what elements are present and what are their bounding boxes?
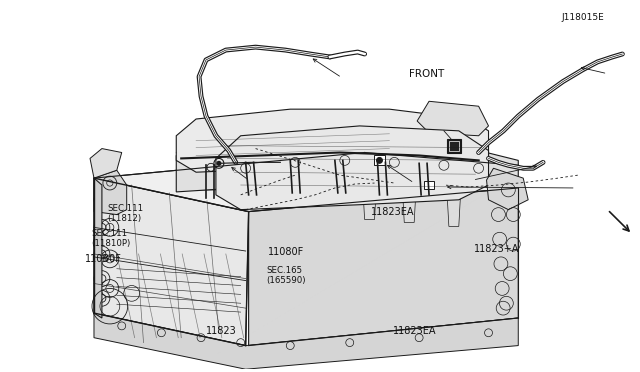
Text: 11823EA: 11823EA [393,326,436,336]
Polygon shape [176,126,439,165]
Polygon shape [94,170,127,215]
Polygon shape [196,155,228,190]
Polygon shape [486,168,528,210]
Polygon shape [94,153,518,212]
Polygon shape [394,151,427,185]
Polygon shape [446,172,461,227]
Polygon shape [345,148,378,183]
Text: SEC.165
(165590): SEC.165 (165590) [266,266,305,285]
Text: 110B0F: 110B0F [85,254,122,264]
Circle shape [376,157,383,163]
Polygon shape [90,148,122,178]
Text: 11823EA: 11823EA [371,207,414,217]
Text: 11823+A: 11823+A [474,244,519,254]
Polygon shape [295,148,328,183]
Circle shape [217,161,221,165]
Polygon shape [246,151,278,185]
Bar [424,181,434,189]
Text: 11823: 11823 [206,326,237,336]
Polygon shape [248,188,518,346]
Bar [374,155,385,165]
Polygon shape [362,165,378,219]
Polygon shape [176,109,488,172]
Text: FRONT: FRONT [409,69,444,79]
Bar [447,139,461,153]
Polygon shape [216,126,488,210]
Polygon shape [417,101,488,136]
Polygon shape [94,178,102,318]
Polygon shape [176,141,518,195]
Text: J118015E: J118015E [561,13,604,22]
Text: SEC.111
(11810P): SEC.111 (11810P) [92,229,131,248]
Text: SEC.111
(11812): SEC.111 (11812) [108,204,143,223]
Text: 11080F: 11080F [268,247,304,257]
Polygon shape [94,178,248,346]
Polygon shape [94,313,518,369]
Bar [449,141,459,151]
Polygon shape [401,168,417,222]
